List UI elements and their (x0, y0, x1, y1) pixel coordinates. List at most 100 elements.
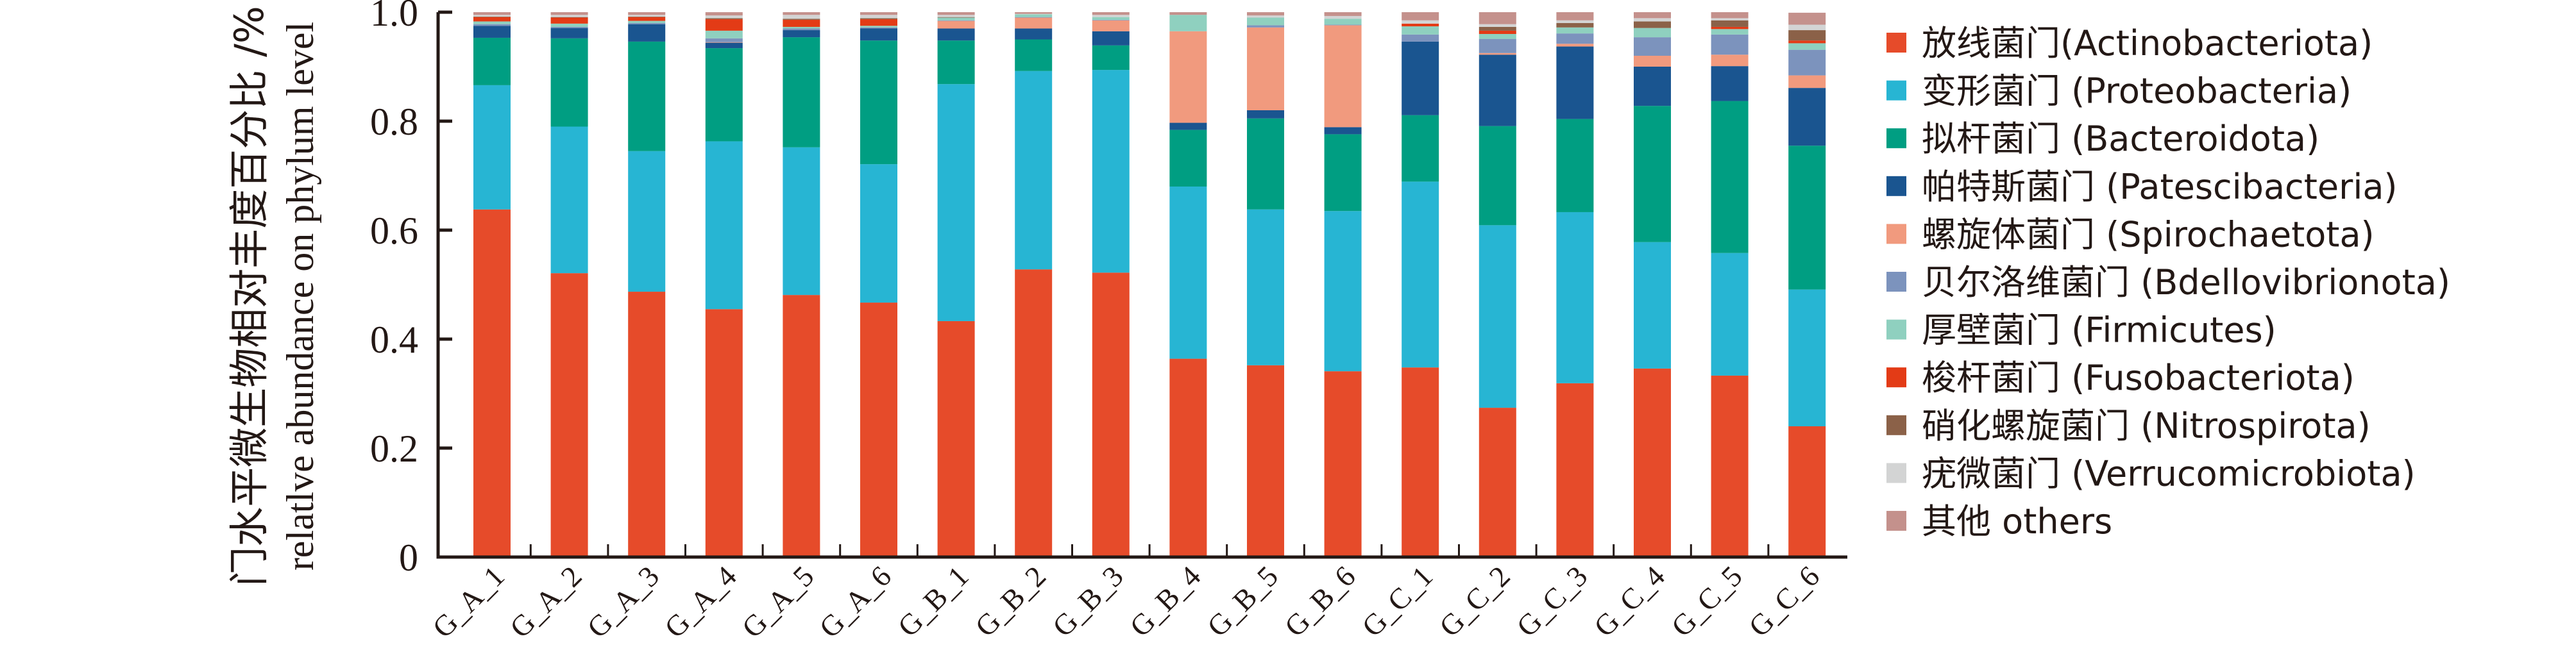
bar-segment (705, 18, 743, 20)
bar-segment (1092, 12, 1130, 15)
bar-segment (705, 15, 743, 19)
bar-segment (1556, 212, 1594, 383)
bar-segment (860, 164, 897, 303)
bar-segment (473, 24, 511, 26)
bar-segment (473, 209, 511, 557)
bar-segment (937, 21, 975, 29)
bar-segment (1247, 12, 1284, 16)
bar-segment (1324, 127, 1362, 135)
bar-segment (1711, 18, 1749, 21)
bar-segment (1479, 12, 1516, 24)
bar-segment (550, 38, 588, 127)
bar-segment (1324, 25, 1362, 128)
bar-segment (705, 141, 743, 310)
bar-stack-G_C_4 (1634, 12, 1671, 557)
bar-segment (1169, 12, 1207, 15)
bar-segment (1479, 53, 1516, 55)
bar-stack-G_A_4 (705, 12, 743, 557)
bar-segment (1711, 34, 1749, 55)
y-axis-title-cn: 门水平微生物相对丰度百分比 /% (226, 6, 273, 587)
bar-stack-G_A_2 (550, 12, 588, 557)
bar-segment (1788, 43, 1826, 50)
bar-segment (1324, 134, 1362, 212)
bar-segment (1015, 12, 1053, 14)
bar-segment (1788, 30, 1826, 41)
bar-segment (628, 151, 666, 292)
bar-segment (1634, 21, 1671, 28)
bar-segment (473, 12, 511, 15)
bar-stack-G_B_4 (1169, 12, 1207, 557)
x-tick-label: G_B_1 (892, 560, 975, 643)
bar-segment (860, 28, 897, 41)
bar-segment (783, 295, 820, 557)
y-tick-label: 0.8 (370, 101, 418, 143)
bar-segment (550, 23, 588, 27)
bar-segment (1634, 106, 1671, 242)
bar-segment (1015, 28, 1053, 40)
legend-item: 硝化螺旋菌门 (Nitrospirota) (1886, 406, 2371, 446)
bar-segment (1788, 146, 1826, 290)
x-tick-label: G_C_2 (1433, 560, 1516, 643)
legend-label: 其他 others (1922, 501, 2112, 542)
legend-swatch (1886, 224, 1906, 244)
bar-segment (1247, 365, 1284, 557)
bar-segment (1324, 371, 1362, 557)
bar-segment (860, 26, 897, 28)
bar-segment (1711, 375, 1749, 557)
bar-segment (783, 37, 820, 147)
bar-segment (1015, 17, 1053, 18)
legend-item: 厚壁菌门 (Firmicutes) (1886, 310, 2276, 351)
bar-segment (1324, 24, 1362, 26)
legend-swatch (1886, 176, 1906, 196)
bar-stack-G_B_3 (1092, 12, 1130, 557)
y-tick-label: 0.6 (370, 210, 418, 252)
bar-segment (1402, 20, 1439, 24)
bar-segment (1634, 28, 1671, 38)
bar-stack-G_C_3 (1556, 12, 1594, 557)
bar-segment (1324, 15, 1362, 19)
bar-segment (783, 30, 820, 38)
legend-label: 厚壁菌门 (Firmicutes) (1922, 310, 2276, 351)
bar-segment (1092, 45, 1130, 71)
legend-item: 螺旋体菌门 (Spirochaetota) (1886, 214, 2375, 254)
bar-segment (1247, 118, 1284, 210)
bar-segment (1402, 115, 1439, 182)
legend-item: 疣微菌门 (Verrucomicrobiota) (1886, 453, 2416, 494)
bar-segment (1092, 17, 1130, 20)
y-tick-label: 0.2 (370, 428, 418, 470)
bar-segment (1479, 30, 1516, 34)
bar-segment (1479, 38, 1516, 53)
x-tick-label: G_B_3 (1046, 560, 1130, 643)
bar-segment (1556, 12, 1594, 21)
bar-segment (1634, 67, 1671, 106)
bar-segment (783, 12, 820, 15)
bar-segment (550, 26, 588, 28)
bar-stack-G_C_1 (1402, 12, 1439, 557)
x-tick-label: G_B_2 (969, 560, 1052, 643)
bar-segment (1556, 44, 1594, 47)
legend-label: 变形菌门 (Proteobacteria) (1922, 71, 2351, 112)
legend-item: 变形菌门 (Proteobacteria) (1886, 71, 2351, 112)
legend-label: 疣微菌门 (Verrucomicrobiota) (1922, 453, 2416, 494)
bar-segment (1711, 29, 1749, 35)
bar-segment (1711, 12, 1749, 19)
bar-segment (628, 21, 666, 23)
bar-segment (1015, 39, 1053, 71)
bar-segment (1247, 110, 1284, 119)
bar-segment (1556, 27, 1594, 34)
legend-swatch (1886, 319, 1906, 340)
x-axis-labels: G_A_1G_A_2G_A_3G_A_4G_A_5G_A_6G_B_1G_B_2… (426, 560, 1826, 644)
bar-segment (860, 303, 897, 557)
bar-segment (1634, 242, 1671, 369)
bar-stack-G_B_6 (1324, 12, 1362, 557)
bar-segment (628, 292, 666, 557)
x-tick-label: G_A_3 (580, 560, 665, 644)
bar-segment (1247, 15, 1284, 18)
bar-segment (1015, 269, 1053, 557)
bar-segment (628, 23, 666, 24)
bar-segment (937, 84, 975, 321)
bar-segment (705, 42, 743, 49)
bar-segment (1015, 13, 1053, 15)
bar-segment (1092, 272, 1130, 557)
